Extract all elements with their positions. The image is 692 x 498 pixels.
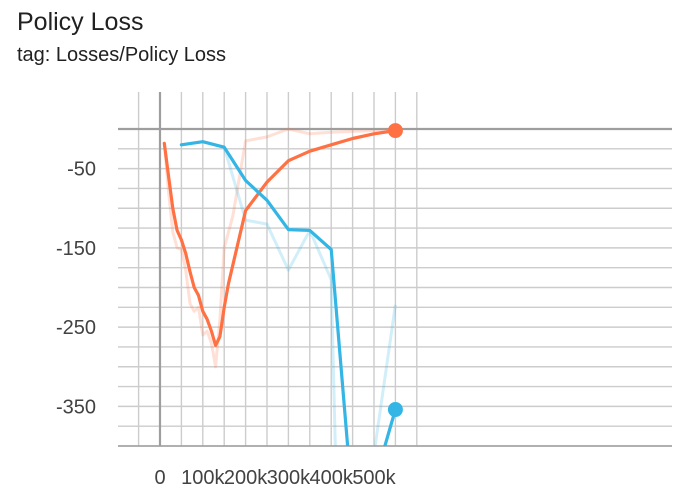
chart-title: Policy Loss	[17, 8, 144, 36]
series-lines	[162, 127, 397, 446]
x-tick-label: 400k	[310, 467, 354, 489]
y-tick-label: -150	[56, 238, 96, 260]
series-0-end-point	[387, 123, 403, 139]
y-tick-label: -350	[56, 396, 96, 418]
series-1-smoothed-line	[179, 140, 397, 446]
x-tick-label: 200k	[224, 467, 268, 489]
x-tick-label: 300k	[267, 467, 311, 489]
series-1-end-point	[387, 402, 403, 418]
x-tick-label: 500k	[352, 467, 396, 489]
grid	[118, 92, 672, 447]
chart-tag: tag: Losses/Policy Loss	[17, 44, 226, 66]
x-tick-label: 0	[154, 467, 165, 489]
series-0-smoothed-line	[162, 129, 397, 347]
series-0-raw-line	[162, 127, 396, 369]
y-tick-label: -50	[67, 159, 96, 181]
x-tick-label: 100k	[181, 467, 225, 489]
y-tick-label: -250	[56, 317, 96, 339]
